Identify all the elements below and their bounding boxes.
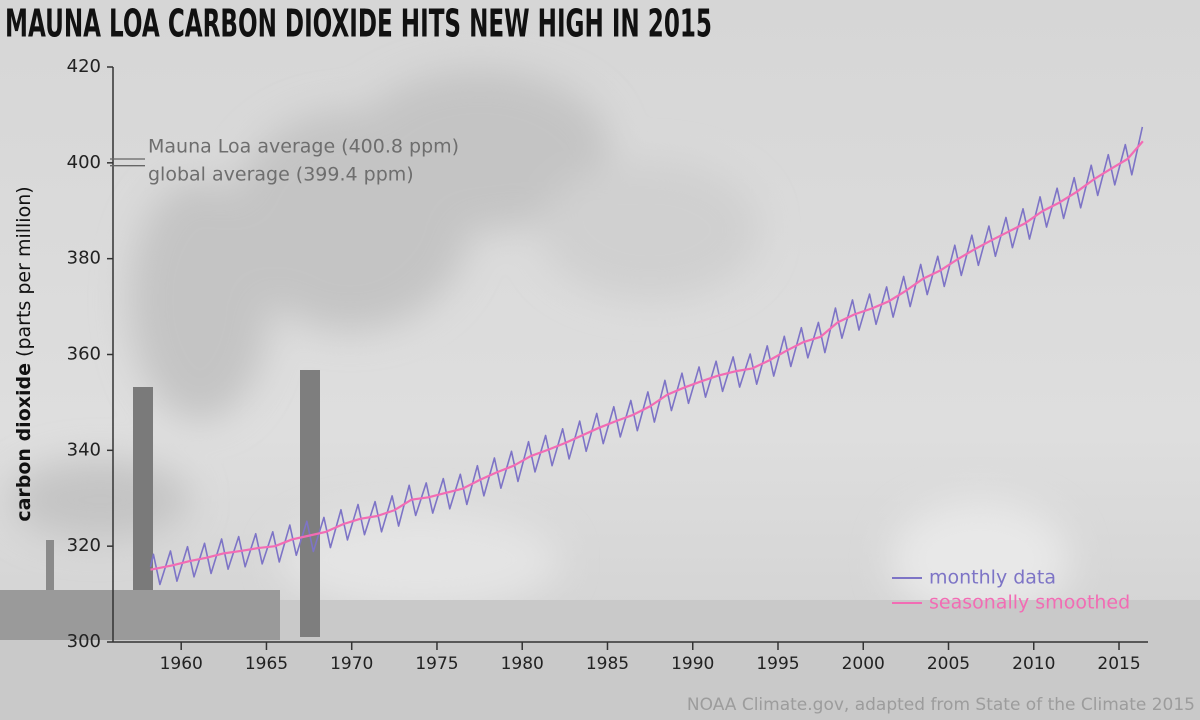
y-tick-label: 360 (67, 344, 101, 365)
y-tick-label: 380 (67, 248, 101, 269)
annotation-text: Mauna Loa average (400.8 ppm) (148, 136, 459, 158)
y-tick-label: 340 (67, 439, 101, 460)
legend-label: seasonally smoothed (929, 592, 1130, 614)
y-tick-label: 300 (67, 631, 101, 652)
data-line (150, 140, 1144, 571)
x-tick-label: 1985 (586, 654, 629, 674)
x-tick-label: 1995 (756, 654, 799, 674)
y-axis-label-unit: (parts per million) (13, 186, 35, 357)
x-tick-label: 1990 (671, 654, 714, 674)
x-tick-label: 1980 (501, 654, 544, 674)
y-tick-label: 400 (67, 152, 101, 173)
y-axis-label-main: carbon dioxide (13, 363, 35, 522)
x-tick-label: 1960 (160, 654, 203, 674)
y-axis-label: carbon dioxide (parts per million) (13, 186, 35, 521)
x-tick-label: 2000 (842, 654, 885, 674)
annotation-text: global average (399.4 ppm) (148, 164, 414, 186)
x-tick-label: 2005 (927, 654, 970, 674)
x-tick-label: 1970 (330, 654, 373, 674)
source-note: NOAA Climate.gov, adapted from State of … (687, 695, 1195, 715)
x-tick-label: 1965 (245, 654, 288, 674)
legend-label: monthly data (929, 567, 1056, 589)
y-tick-label: 420 (67, 56, 101, 77)
y-tick-label: 320 (67, 535, 101, 556)
chart-title: MAUNA LOA CARBON DIOXIDE HITS NEW HIGH I… (5, 2, 712, 46)
x-tick-label: 2010 (1012, 654, 1055, 674)
x-tick-label: 2015 (1097, 654, 1140, 674)
x-tick-label: 1975 (415, 654, 458, 674)
